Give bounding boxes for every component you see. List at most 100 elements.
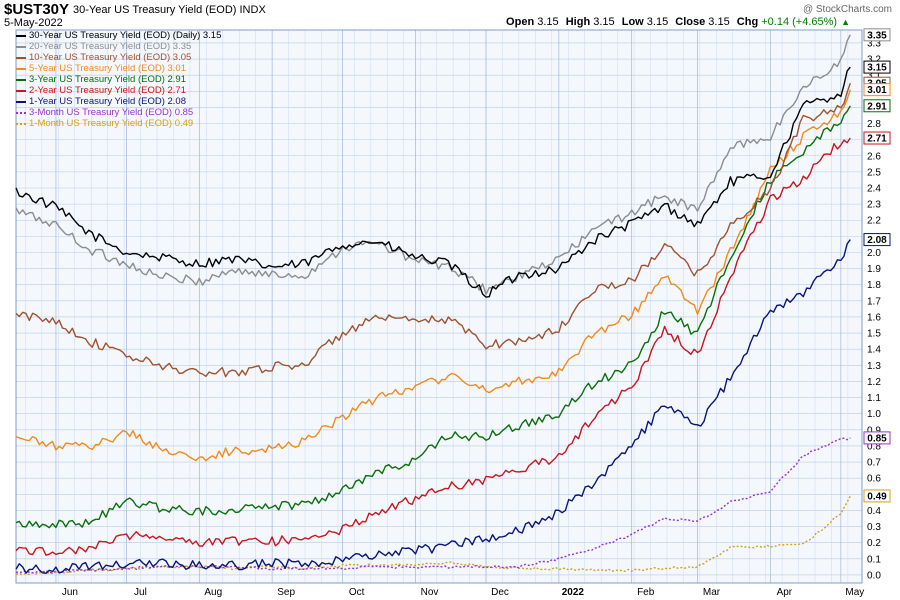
close-value: 3.15 <box>708 16 730 28</box>
series-line <box>15 437 851 574</box>
x-tick-label: Jun <box>62 587 78 598</box>
y-tick-label: 1.5 <box>867 329 881 340</box>
y-tick-label: 2.6 <box>867 151 881 162</box>
series-line <box>15 89 851 462</box>
legend-label: 1-Year US Treasury Yield (EOD) 2.08 <box>29 96 186 107</box>
x-tick-label: Nov <box>421 587 439 598</box>
y-tick-label: 0.7 <box>867 458 881 469</box>
y-tick-label: 1.4 <box>867 345 881 356</box>
y-tick-label: 0.8 <box>867 441 881 452</box>
y-tick-label: 2.0 <box>867 248 881 259</box>
y-tick-label: 1.3 <box>867 361 881 372</box>
plot-frame <box>15 29 863 584</box>
legend-label: 10-Year US Treasury Yield (EOD) 3.05 <box>29 52 192 63</box>
up-arrow-icon: ▲ <box>841 17 850 27</box>
legend-swatch <box>16 100 26 103</box>
y-tick-label: 1.2 <box>867 377 881 388</box>
y-tick-label: 2.8 <box>867 119 881 130</box>
open-value: 3.15 <box>537 16 559 28</box>
last-value-tag <box>863 233 891 247</box>
y-tick-label: 0.3 <box>867 522 881 533</box>
series-line <box>15 137 851 556</box>
last-value-label: 2.08 <box>867 235 887 246</box>
series-line <box>15 34 851 295</box>
legend-item: 5-Year US Treasury Yield (EOD) 3.01 <box>16 63 221 74</box>
legend-item: 3-Month US Treasury Yield (EOD) 0.85 <box>16 107 221 118</box>
x-tick-label: May <box>845 587 864 598</box>
legend-swatch <box>16 45 26 48</box>
exchange-text: INDX <box>239 4 266 16</box>
y-tick-label: 1.6 <box>867 312 881 323</box>
legend-item: 20-Year US Treasury Yield (EOD) 3.35 <box>16 41 221 52</box>
y-tick-label: 2.4 <box>867 184 881 195</box>
last-value-label: 0.49 <box>867 491 887 502</box>
low-label: Low <box>621 16 644 28</box>
legend-label: 5-Year US Treasury Yield (EOD) 3.01 <box>29 63 186 74</box>
last-value-label: 3.35 <box>867 30 887 41</box>
legend-item: 3-Year US Treasury Yield (EOD) 2.91 <box>16 74 221 85</box>
chg-label: Chg <box>736 16 759 28</box>
y-tick-label: 2.2 <box>867 216 881 227</box>
y-tick-label: 1.1 <box>867 393 881 404</box>
series-line <box>15 82 851 378</box>
y-tick-label: 1.0 <box>867 409 881 420</box>
x-tick-label: 2022 <box>562 587 585 598</box>
chart-date: 5-May-2022 <box>4 17 63 29</box>
brand-watermark: @ StockCharts.com <box>802 4 892 15</box>
legend-swatch <box>16 56 26 59</box>
high-value: 3.15 <box>593 16 615 28</box>
last-value-label: 0.85 <box>867 433 887 444</box>
y-tick-label: 0.1 <box>867 554 881 565</box>
y-tick-label: 1.8 <box>867 280 881 291</box>
chart-legend: 30-Year US Treasury Yield (EOD) (Daily) … <box>16 30 221 129</box>
x-tick-label: Aug <box>204 587 222 598</box>
high-label: High <box>565 16 591 28</box>
y-tick-label: 1.9 <box>867 264 881 275</box>
legend-swatch <box>16 122 26 125</box>
legend-swatch <box>16 111 26 114</box>
last-value-label: 3.01 <box>867 85 887 96</box>
legend-item: 10-Year US Treasury Yield (EOD) 3.05 <box>16 52 221 63</box>
chg-value: +0.14 (+4.65%) <box>761 16 838 28</box>
last-value-tag <box>863 431 891 445</box>
last-value-tag <box>863 28 891 42</box>
y-tick-label: 3.1 <box>867 71 881 82</box>
series-line <box>15 105 851 529</box>
legend-swatch <box>16 78 26 81</box>
series-line <box>15 66 851 298</box>
legend-item: 1-Month US Treasury Yield (EOD) 0.49 <box>16 118 221 129</box>
series-line <box>15 239 851 574</box>
description-text: 30-Year US Treasury Yield (EOD) <box>73 4 237 16</box>
close-label: Close <box>675 16 706 28</box>
y-tick-label: 3.3 <box>867 38 881 49</box>
low-value: 3.15 <box>646 16 669 28</box>
last-value-tag <box>863 60 891 74</box>
last-value-label: 2.91 <box>867 101 887 112</box>
y-tick-label: 0.6 <box>867 474 881 485</box>
legend-label: 2-Year US Treasury Yield (EOD) 2.71 <box>29 85 186 96</box>
x-tick-label: Dec <box>491 587 509 598</box>
y-tick-label: 0.4 <box>867 506 881 517</box>
legend-item: 2-Year US Treasury Yield (EOD) 2.71 <box>16 85 221 96</box>
legend-swatch <box>16 89 26 92</box>
chart-symbol: $UST30Y <box>4 1 70 18</box>
ohlc-readout: Open 3.15 High 3.15 Low 3.15 Close 3.15 … <box>506 16 850 28</box>
y-tick-label: 2.5 <box>867 167 881 178</box>
last-value-label: 2.71 <box>867 134 887 145</box>
last-value-tag <box>863 99 891 113</box>
x-tick-label: Oct <box>349 587 365 598</box>
legend-item: 1-Year US Treasury Yield (EOD) 2.08 <box>16 96 221 107</box>
x-tick-label: Feb <box>637 587 655 598</box>
last-value-label: 3.15 <box>867 63 887 74</box>
last-value-tag <box>863 489 891 503</box>
x-tick-label: Mar <box>703 587 721 598</box>
legend-label: 3-Month US Treasury Yield (EOD) 0.85 <box>29 107 194 118</box>
last-value-tag <box>863 131 891 145</box>
x-tick-label: Jul <box>134 587 147 598</box>
legend-label: 3-Year US Treasury Yield (EOD) 2.91 <box>29 74 186 85</box>
y-tick-label: 1.7 <box>867 296 881 307</box>
legend-label: 20-Year US Treasury Yield (EOD) 3.35 <box>29 41 192 52</box>
y-tick-label: 0.0 <box>867 570 881 581</box>
legend-label: 30-Year US Treasury Yield (EOD) (Daily) … <box>29 30 222 41</box>
